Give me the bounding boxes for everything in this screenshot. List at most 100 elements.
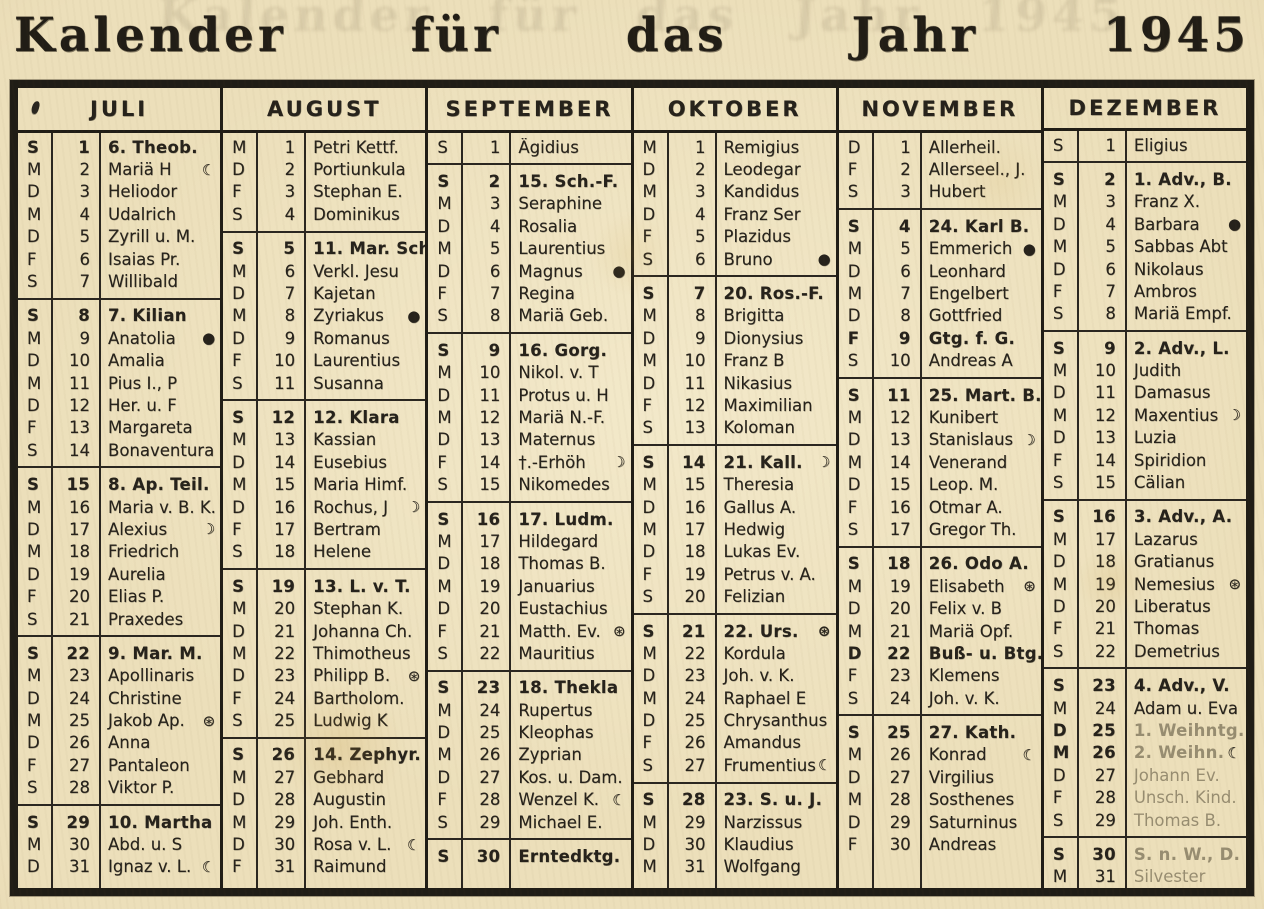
day-number: 11 [887, 385, 911, 405]
day-number: 19 [889, 576, 911, 596]
day-name: Thomas B. [1133, 810, 1222, 830]
day-number: 23 [889, 666, 911, 686]
weekday-letter: S [1052, 507, 1066, 527]
day-number: 28 [274, 790, 296, 810]
day-number: 16 [684, 497, 706, 517]
week-separator [428, 669, 631, 672]
day-name: Stanislaus [928, 430, 1014, 450]
day-number: 15 [1094, 473, 1116, 493]
day-name: Zyrill u. M. [108, 227, 196, 247]
day-name-cell: Felizian [715, 587, 836, 606]
day-name-cell: Sabbas Abt [1125, 237, 1246, 256]
day-name: Apollinaris [108, 666, 195, 686]
calendar-row: D 13 Luzia [1044, 427, 1246, 449]
calendar-row: S 4 24. Karl B. [839, 215, 1041, 237]
day-number: 29 [1094, 810, 1116, 830]
day-name-cell: Mariä H ☾ [99, 160, 220, 179]
day-number: 24 [69, 688, 90, 708]
day-name-cell: Petrus v. A. [715, 565, 836, 584]
calendar-row: S 23 4. Adv., V. [1044, 674, 1246, 696]
weekday-letter: S [27, 812, 40, 832]
weekday-letter: F [847, 666, 858, 686]
day-number: 8 [1105, 304, 1116, 324]
weekday-letter: F [847, 328, 860, 348]
weekday-letter: M [847, 284, 862, 304]
calendar-row: M 11 Pius I., P [18, 372, 220, 394]
calendar-row: S 1 Ägidius [428, 136, 630, 158]
day-name: Rochus, J [313, 497, 388, 517]
day-number: 4 [695, 204, 706, 224]
day-name-cell: Franz Ser [715, 205, 836, 224]
week-group: S 5 11. Mar. Sch. M 6 Verkl. Jesu D 7 Kajetan M 8 Z… [223, 238, 425, 395]
day-number: 15 [479, 475, 501, 495]
day-name: Mariä H [108, 160, 172, 180]
calendar-row: S 7 Willibald [18, 270, 220, 292]
weekday-letter: S [642, 587, 653, 607]
weekday-letter: M [1052, 405, 1068, 425]
day-number: 12 [889, 407, 911, 427]
day-number: 21 [274, 621, 296, 641]
calendar-row: D 4 Franz Ser [634, 203, 836, 225]
day-name-cell: Maternus [509, 430, 630, 449]
day-name-cell: Frumentius ☾ [715, 756, 836, 775]
day-name: Helene [313, 542, 372, 562]
day-name-cell: Kleophas [509, 723, 630, 742]
day-number: 16 [274, 497, 296, 517]
calendar-row: M 1 Petri Kettf. [223, 136, 425, 158]
day-name: Klaudius [723, 835, 794, 855]
weekday-letter: D [847, 137, 861, 157]
day-number: 13 [684, 418, 706, 438]
weekday-letter: F [27, 755, 37, 775]
calendar-row: M 30 Abd. u. S [18, 833, 220, 855]
last-quarter-moon-icon: ☾ [406, 835, 421, 854]
day-name: Gregor Th. [928, 519, 1017, 539]
day-name-cell: 2. Weihn. ☾ [1125, 743, 1246, 762]
day-number: 5 [79, 227, 91, 247]
day-name: Viktor P. [108, 778, 175, 798]
day-number: 10 [479, 363, 501, 383]
day-name: Raimund [313, 857, 387, 877]
day-name-cell: Gregor Th. [920, 520, 1041, 539]
weekday-letter: S [437, 643, 448, 663]
week-group: S 12 12. Klara M 13 Kassian D 14 Eusebius M 15 Mari… [223, 406, 425, 563]
day-number: 8 [284, 306, 296, 326]
weekday-letter: S [1052, 810, 1064, 830]
day-name-cell: Thomas [1125, 619, 1246, 638]
day-name: Maxentius [1133, 405, 1219, 425]
day-number: 16 [1092, 507, 1116, 527]
full-moon-icon: ⊛ [612, 622, 626, 640]
weekday-letter: S [232, 373, 243, 393]
day-name: Damasus [1133, 383, 1211, 403]
weekday-letter: D [27, 351, 40, 371]
day-name: Amalia [108, 351, 165, 371]
calendar-row: S 16 3. Adv., A. [1044, 506, 1246, 528]
day-name: Buß- u. Btg. [928, 643, 1041, 663]
day-number: 16 [889, 497, 911, 517]
day-name: Gallus A. [723, 497, 797, 517]
day-name-cell: Franz X. [1125, 192, 1246, 211]
weekday-letter: S [1052, 338, 1066, 358]
day-name: Amandus [723, 733, 801, 753]
day-number: 15 [684, 475, 706, 495]
day-name-cell: Mariä Empf. [1125, 304, 1246, 323]
day-name-cell: Thomas B. [1125, 811, 1246, 830]
day-number: 23 [476, 678, 501, 698]
day-number: 1 [489, 137, 501, 157]
day-name: 14. Zephyr. [313, 745, 421, 765]
day-number: 26 [479, 745, 501, 765]
day-name-cell: Zyriakus ● [304, 306, 425, 325]
weekday-letter: D [847, 430, 861, 450]
full-moon-icon: ⊛ [1228, 575, 1242, 594]
day-name-cell: Joh. Enth. [304, 813, 425, 832]
weekday-letter: M [437, 531, 452, 551]
calendar-row: M 12 Mariä N.-F. [428, 406, 630, 428]
week-group: S 26 14. Zephyr. M 27 Gebhard D 28 Augustin M 29 Jo… [223, 744, 425, 878]
day-number: 12 [684, 395, 706, 415]
week-group: S 2 15. Sch.-F. M 3 Seraphine D 4 Rosalia M 5 Laure… [428, 170, 630, 327]
day-name-cell: Leop. M. [920, 475, 1041, 494]
calendar-row: F 26 Amandus [634, 732, 836, 754]
day-number: 13 [889, 430, 911, 450]
column-rule [256, 133, 259, 888]
day-name: Zyriakus [313, 306, 384, 326]
calendar-row: S 15 8. Ap. Teil. [18, 473, 220, 495]
